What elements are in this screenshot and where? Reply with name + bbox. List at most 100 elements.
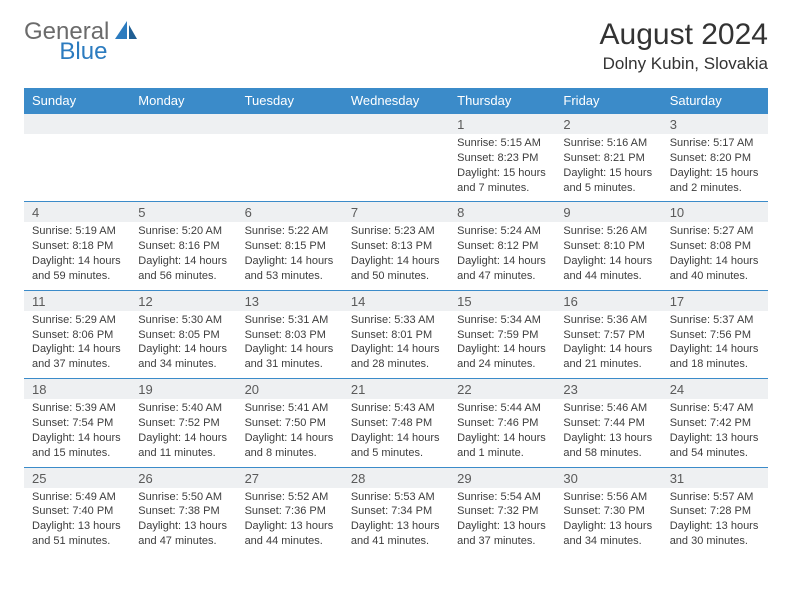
- day-detail-line: Daylight: 13 hours and 44 minutes.: [245, 519, 335, 549]
- day-detail-line: Sunrise: 5:44 AM: [457, 401, 547, 416]
- day-cell-text: Sunrise: 5:23 AMSunset: 8:13 PMDaylight:…: [351, 224, 441, 283]
- day-number: 11: [24, 290, 130, 311]
- day-number: 26: [130, 467, 236, 488]
- day-cell: Sunrise: 5:53 AMSunset: 7:34 PMDaylight:…: [343, 488, 449, 555]
- day-detail-line: Sunrise: 5:17 AM: [670, 136, 760, 151]
- day-cell: Sunrise: 5:50 AMSunset: 7:38 PMDaylight:…: [130, 488, 236, 555]
- day-number: 19: [130, 379, 236, 400]
- day-cell: [237, 134, 343, 202]
- day-detail-line: Sunrise: 5:39 AM: [32, 401, 122, 416]
- page-header: General Blue August 2024 Dolny Kubin, Sl…: [24, 18, 768, 74]
- day-detail-line: Sunset: 8:13 PM: [351, 239, 441, 254]
- day-detail-line: Daylight: 14 hours and 44 minutes.: [563, 254, 653, 284]
- day-header-row: SundayMondayTuesdayWednesdayThursdayFrid…: [24, 88, 768, 114]
- day-cell-text: Sunrise: 5:47 AMSunset: 7:42 PMDaylight:…: [670, 401, 760, 460]
- day-detail-line: Sunrise: 5:34 AM: [457, 313, 547, 328]
- day-cell: Sunrise: 5:34 AMSunset: 7:59 PMDaylight:…: [449, 311, 555, 379]
- title-block: August 2024 Dolny Kubin, Slovakia: [600, 18, 768, 74]
- day-detail-line: Sunset: 8:21 PM: [563, 151, 653, 166]
- day-cell: Sunrise: 5:43 AMSunset: 7:48 PMDaylight:…: [343, 399, 449, 467]
- day-detail-line: Sunset: 7:50 PM: [245, 416, 335, 431]
- day-detail-line: Sunrise: 5:27 AM: [670, 224, 760, 239]
- day-cell-text: Sunrise: 5:57 AMSunset: 7:28 PMDaylight:…: [670, 490, 760, 549]
- day-cell-text: Sunrise: 5:52 AMSunset: 7:36 PMDaylight:…: [245, 490, 335, 549]
- day-detail-line: Daylight: 15 hours and 2 minutes.: [670, 166, 760, 196]
- day-detail-line: Sunset: 7:36 PM: [245, 504, 335, 519]
- day-number: 14: [343, 290, 449, 311]
- day-cell-text: Sunrise: 5:44 AMSunset: 7:46 PMDaylight:…: [457, 401, 547, 460]
- day-detail-line: Sunrise: 5:33 AM: [351, 313, 441, 328]
- day-detail-line: Sunrise: 5:16 AM: [563, 136, 653, 151]
- day-detail-line: Sunrise: 5:43 AM: [351, 401, 441, 416]
- day-cell: Sunrise: 5:40 AMSunset: 7:52 PMDaylight:…: [130, 399, 236, 467]
- day-cell-text: Sunrise: 5:17 AMSunset: 8:20 PMDaylight:…: [670, 136, 760, 195]
- day-header: Friday: [555, 88, 661, 114]
- day-cell: Sunrise: 5:20 AMSunset: 8:16 PMDaylight:…: [130, 222, 236, 290]
- day-cell: Sunrise: 5:52 AMSunset: 7:36 PMDaylight:…: [237, 488, 343, 555]
- day-cell: [130, 134, 236, 202]
- day-header: Wednesday: [343, 88, 449, 114]
- day-detail-line: Daylight: 13 hours and 58 minutes.: [563, 431, 653, 461]
- day-cell: Sunrise: 5:47 AMSunset: 7:42 PMDaylight:…: [662, 399, 768, 467]
- week-data-row: Sunrise: 5:15 AMSunset: 8:23 PMDaylight:…: [24, 134, 768, 202]
- day-detail-line: Daylight: 13 hours and 37 minutes.: [457, 519, 547, 549]
- day-cell-text: Sunrise: 5:31 AMSunset: 8:03 PMDaylight:…: [245, 313, 335, 372]
- day-cell: Sunrise: 5:24 AMSunset: 8:12 PMDaylight:…: [449, 222, 555, 290]
- day-number: [343, 114, 449, 135]
- day-cell-text: Sunrise: 5:15 AMSunset: 8:23 PMDaylight:…: [457, 136, 547, 195]
- day-number: 27: [237, 467, 343, 488]
- calendar-page: General Blue August 2024 Dolny Kubin, Sl…: [0, 0, 792, 565]
- day-detail-line: Daylight: 14 hours and 59 minutes.: [32, 254, 122, 284]
- day-cell-text: Sunrise: 5:36 AMSunset: 7:57 PMDaylight:…: [563, 313, 653, 372]
- day-detail-line: Sunrise: 5:31 AM: [245, 313, 335, 328]
- day-number: 20: [237, 379, 343, 400]
- day-number: 3: [662, 114, 768, 135]
- day-detail-line: Sunrise: 5:40 AM: [138, 401, 228, 416]
- day-header: Thursday: [449, 88, 555, 114]
- day-cell: Sunrise: 5:29 AMSunset: 8:06 PMDaylight:…: [24, 311, 130, 379]
- day-number: 21: [343, 379, 449, 400]
- day-cell: Sunrise: 5:30 AMSunset: 8:05 PMDaylight:…: [130, 311, 236, 379]
- day-detail-line: Daylight: 14 hours and 31 minutes.: [245, 342, 335, 372]
- day-detail-line: Sunrise: 5:24 AM: [457, 224, 547, 239]
- day-cell-text: Sunrise: 5:19 AMSunset: 8:18 PMDaylight:…: [32, 224, 122, 283]
- week-daynum-row: 25262728293031: [24, 467, 768, 488]
- day-cell: Sunrise: 5:56 AMSunset: 7:30 PMDaylight:…: [555, 488, 661, 555]
- day-cell: Sunrise: 5:16 AMSunset: 8:21 PMDaylight:…: [555, 134, 661, 202]
- day-header: Tuesday: [237, 88, 343, 114]
- day-detail-line: Daylight: 14 hours and 11 minutes.: [138, 431, 228, 461]
- day-cell-text: Sunrise: 5:16 AMSunset: 8:21 PMDaylight:…: [563, 136, 653, 195]
- day-detail-line: Sunrise: 5:23 AM: [351, 224, 441, 239]
- day-detail-line: Daylight: 14 hours and 53 minutes.: [245, 254, 335, 284]
- day-cell: Sunrise: 5:44 AMSunset: 7:46 PMDaylight:…: [449, 399, 555, 467]
- day-detail-line: Sunset: 7:54 PM: [32, 416, 122, 431]
- day-cell: [24, 134, 130, 202]
- day-detail-line: Sunrise: 5:19 AM: [32, 224, 122, 239]
- day-detail-line: Daylight: 15 hours and 7 minutes.: [457, 166, 547, 196]
- day-detail-line: Daylight: 14 hours and 8 minutes.: [245, 431, 335, 461]
- day-number: 2: [555, 114, 661, 135]
- day-number: 6: [237, 202, 343, 223]
- day-cell-text: Sunrise: 5:39 AMSunset: 7:54 PMDaylight:…: [32, 401, 122, 460]
- day-detail-line: Sunrise: 5:26 AM: [563, 224, 653, 239]
- week-daynum-row: 123: [24, 114, 768, 135]
- day-cell-text: Sunrise: 5:37 AMSunset: 7:56 PMDaylight:…: [670, 313, 760, 372]
- day-detail-line: Sunrise: 5:54 AM: [457, 490, 547, 505]
- day-detail-line: Sunset: 7:48 PM: [351, 416, 441, 431]
- day-detail-line: Daylight: 14 hours and 40 minutes.: [670, 254, 760, 284]
- day-detail-line: Sunset: 8:18 PM: [32, 239, 122, 254]
- day-cell: Sunrise: 5:39 AMSunset: 7:54 PMDaylight:…: [24, 399, 130, 467]
- day-detail-line: Daylight: 14 hours and 28 minutes.: [351, 342, 441, 372]
- day-detail-line: Sunset: 7:28 PM: [670, 504, 760, 519]
- day-number: 8: [449, 202, 555, 223]
- day-cell: Sunrise: 5:31 AMSunset: 8:03 PMDaylight:…: [237, 311, 343, 379]
- day-detail-line: Daylight: 14 hours and 37 minutes.: [32, 342, 122, 372]
- day-detail-line: Daylight: 13 hours and 51 minutes.: [32, 519, 122, 549]
- day-detail-line: Sunset: 7:34 PM: [351, 504, 441, 519]
- day-cell: Sunrise: 5:37 AMSunset: 7:56 PMDaylight:…: [662, 311, 768, 379]
- day-header: Monday: [130, 88, 236, 114]
- day-cell-text: Sunrise: 5:43 AMSunset: 7:48 PMDaylight:…: [351, 401, 441, 460]
- calendar-table: SundayMondayTuesdayWednesdayThursdayFrid…: [24, 88, 768, 555]
- day-detail-line: Sunset: 8:03 PM: [245, 328, 335, 343]
- day-cell: Sunrise: 5:49 AMSunset: 7:40 PMDaylight:…: [24, 488, 130, 555]
